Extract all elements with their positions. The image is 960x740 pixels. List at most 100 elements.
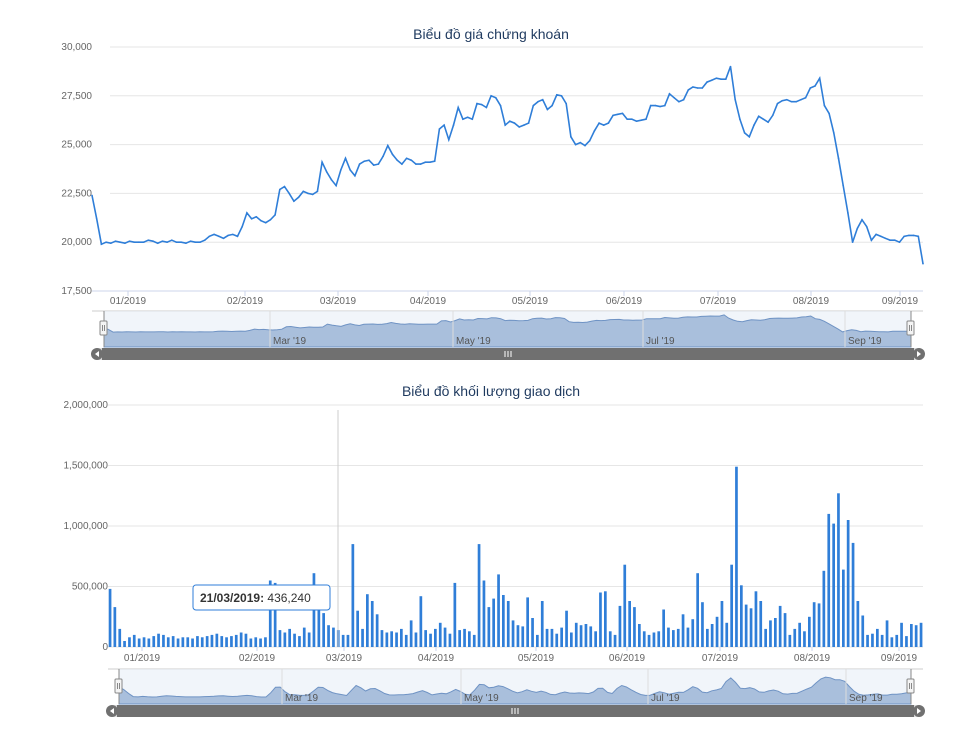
volume-bar[interactable]: [273, 582, 277, 647]
volume-bar[interactable]: [749, 608, 753, 647]
volume-bar[interactable]: [380, 630, 384, 647]
volume-bar[interactable]: [366, 594, 369, 647]
volume-bar[interactable]: [526, 597, 529, 647]
volume-bar[interactable]: [594, 631, 597, 647]
volume-bar[interactable]: [638, 624, 641, 647]
volume-bar[interactable]: [900, 622, 903, 647]
volume-bar[interactable]: [137, 638, 141, 648]
volume-bar[interactable]: [166, 637, 170, 647]
volume-bar[interactable]: [681, 614, 685, 647]
volume-bar[interactable]: [560, 627, 563, 647]
volume-bar[interactable]: [468, 631, 471, 647]
volume-bar[interactable]: [832, 523, 835, 647]
volume-bar[interactable]: [735, 466, 738, 647]
volume-bar[interactable]: [589, 626, 593, 647]
volume-bar[interactable]: [293, 633, 296, 647]
volume-bar[interactable]: [225, 637, 228, 647]
volume-bar[interactable]: [288, 628, 291, 647]
volume-bar[interactable]: [652, 632, 656, 648]
volume-bar[interactable]: [676, 628, 680, 647]
volume-bar[interactable]: [118, 628, 122, 647]
volume-bar[interactable]: [545, 628, 549, 647]
volume-bar[interactable]: [885, 620, 889, 647]
volume-bar[interactable]: [740, 585, 743, 647]
volume-bar[interactable]: [132, 634, 136, 647]
volume-bar[interactable]: [482, 580, 486, 648]
volume-bar[interactable]: [579, 625, 583, 647]
volume-bar[interactable]: [400, 628, 403, 647]
volume-scroll-left-arrow[interactable]: [106, 705, 118, 717]
volume-bar[interactable]: [851, 542, 855, 647]
volume-bar[interactable]: [744, 604, 748, 647]
volume-bar[interactable]: [390, 631, 393, 647]
volume-bar[interactable]: [822, 570, 826, 647]
volume-bar[interactable]: [880, 634, 884, 647]
volume-bar[interactable]: [191, 638, 194, 648]
volume-bar[interactable]: [322, 613, 325, 647]
volume-scrollbar[interactable]: [106, 705, 925, 717]
volume-bar[interactable]: [506, 601, 510, 647]
volume-bar[interactable]: [108, 588, 112, 647]
volume-bar[interactable]: [846, 520, 850, 647]
volume-bar[interactable]: [706, 628, 709, 647]
volume-bar[interactable]: [871, 633, 874, 647]
volume-bar[interactable]: [890, 637, 894, 647]
volume-bar[interactable]: [157, 633, 160, 647]
volume-bar[interactable]: [346, 634, 350, 647]
volume-bar[interactable]: [778, 605, 782, 647]
volume-bar[interactable]: [220, 636, 224, 647]
volume-bar[interactable]: [429, 633, 432, 647]
volume-bar[interactable]: [128, 637, 131, 647]
volume-bar[interactable]: [730, 564, 733, 647]
volume-bar[interactable]: [497, 574, 500, 647]
volume-bar[interactable]: [550, 628, 554, 647]
volume-bar[interactable]: [409, 620, 413, 647]
volume-bar[interactable]: [540, 601, 544, 647]
volume-bar[interactable]: [502, 595, 505, 647]
volume-bar[interactable]: [662, 609, 665, 648]
volume-bar[interactable]: [171, 636, 175, 647]
volume-bar[interactable]: [715, 616, 719, 648]
price-scrollbar[interactable]: [91, 348, 925, 360]
volume-bar[interactable]: [317, 599, 321, 647]
volume-bar[interactable]: [283, 632, 287, 648]
volume-bar[interactable]: [351, 544, 355, 647]
volume-bar[interactable]: [244, 633, 248, 647]
volume-bar[interactable]: [438, 622, 442, 647]
volume-bar[interactable]: [463, 628, 466, 647]
volume-bar[interactable]: [278, 630, 282, 647]
volume-bar[interactable]: [254, 637, 258, 647]
volume-bar[interactable]: [686, 627, 690, 647]
volume-bar[interactable]: [511, 620, 515, 647]
volume-bar[interactable]: [919, 622, 923, 647]
volume-bar[interactable]: [672, 630, 675, 647]
volume-bar[interactable]: [783, 613, 787, 647]
volume-bar[interactable]: [370, 601, 374, 647]
volume-bar[interactable]: [472, 634, 476, 647]
volume-bar[interactable]: [419, 596, 423, 647]
volume-bar[interactable]: [565, 610, 568, 647]
volume-bar[interactable]: [356, 610, 359, 647]
volume-bar[interactable]: [302, 627, 306, 647]
volume-bar[interactable]: [837, 493, 840, 647]
price-scroll-left-arrow[interactable]: [91, 348, 103, 360]
volume-bar[interactable]: [793, 628, 797, 647]
volume-bar[interactable]: [176, 638, 180, 648]
volume-bar[interactable]: [808, 616, 811, 648]
volume-bar[interactable]: [434, 628, 437, 647]
volume-bar[interactable]: [725, 622, 729, 647]
volume-bar[interactable]: [817, 603, 821, 647]
volume-bar[interactable]: [861, 615, 865, 648]
volume-bar[interactable]: [332, 627, 335, 647]
volume-bar[interactable]: [215, 633, 219, 647]
volume-bar[interactable]: [856, 601, 860, 647]
volume-bar[interactable]: [516, 625, 520, 647]
volume-bar[interactable]: [574, 622, 578, 647]
volume-bar[interactable]: [234, 634, 238, 647]
volume-bar[interactable]: [536, 634, 539, 647]
volume-bar[interactable]: [647, 634, 651, 647]
volume-scroll-right-arrow[interactable]: [913, 705, 925, 717]
volume-bar[interactable]: [492, 598, 495, 647]
volume-bar[interactable]: [608, 631, 612, 647]
volume-bar[interactable]: [443, 627, 447, 647]
